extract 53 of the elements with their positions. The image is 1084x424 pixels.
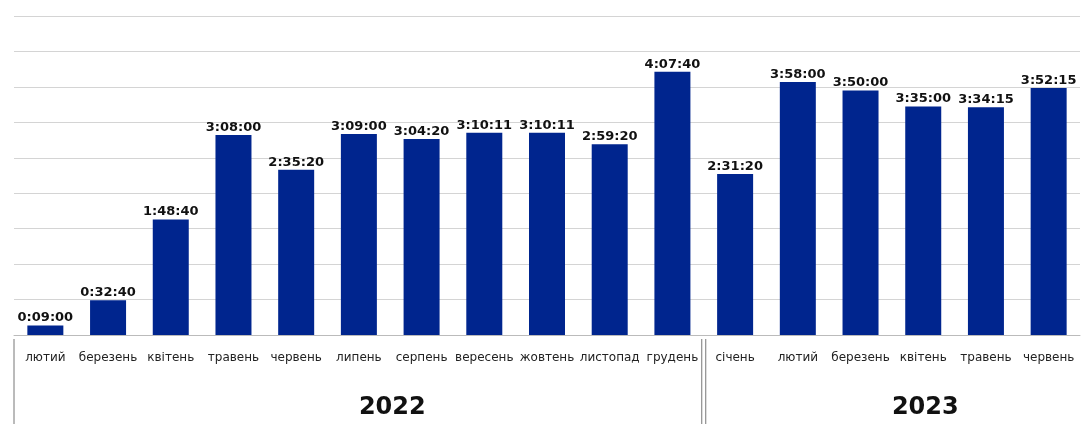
x-tick-label: квітень <box>147 350 195 364</box>
bar <box>215 135 252 335</box>
data-label: 0:32:40 <box>80 284 136 300</box>
x-tick-label: вересень <box>455 350 514 364</box>
x-tick-label: травень <box>960 350 1012 364</box>
data-label: 2:31:20 <box>707 158 763 174</box>
data-label: 1:48:40 <box>142 203 199 219</box>
data-label: 0:09:00 <box>17 309 74 325</box>
x-tick-label: лютий <box>777 350 818 364</box>
x-tick-label: лютий <box>25 350 66 364</box>
x-tick-label: березень <box>831 350 890 364</box>
bar <box>1030 88 1067 335</box>
data-label: 3:35:00 <box>895 90 952 106</box>
bar <box>90 300 127 335</box>
x-tick-label: червень <box>270 350 322 364</box>
bar <box>779 81 816 335</box>
data-label: 3:34:15 <box>958 91 1014 107</box>
bar <box>842 90 879 335</box>
bar <box>905 106 942 335</box>
data-label: 3:09:00 <box>331 118 387 134</box>
data-label: 3:58:00 <box>770 65 826 81</box>
x-tick-label: травень <box>207 350 260 364</box>
text: 2023 <box>891 392 959 420</box>
bar <box>654 71 691 335</box>
x-tick-label: листопад <box>579 350 640 364</box>
data-label: 3:50:00 <box>832 74 889 90</box>
text: 2022 <box>358 392 426 420</box>
bar <box>340 134 377 335</box>
bar <box>27 325 64 335</box>
data-label: 2:35:20 <box>268 153 324 169</box>
bar <box>529 132 565 335</box>
bar <box>717 174 754 335</box>
data-label: 3:08:00 <box>205 119 262 135</box>
bar <box>967 107 1004 335</box>
data-label: 4:07:40 <box>644 55 701 71</box>
bar <box>466 132 503 335</box>
bar <box>278 169 315 335</box>
x-tick-label: серпень <box>395 350 448 364</box>
x-tick-label: жовтень <box>519 350 575 364</box>
data-label: 3:04:20 <box>393 122 450 138</box>
data-label: 2:59:20 <box>581 128 638 144</box>
x-tick-label: квітень <box>899 350 947 364</box>
data-label: 3:10:11 <box>519 116 575 132</box>
x-tick-label: червень <box>1022 350 1075 364</box>
data-label: 3:52:15 <box>1020 72 1077 88</box>
data-label: 3:10:11 <box>456 116 513 132</box>
bar <box>152 219 189 335</box>
x-tick-label: січень <box>715 350 755 364</box>
x-tick-label: липень <box>336 350 382 364</box>
bar <box>591 144 628 335</box>
x-tick-label: березень <box>78 350 138 364</box>
x-tick-label: грудень <box>646 350 699 364</box>
bar <box>403 138 440 335</box>
